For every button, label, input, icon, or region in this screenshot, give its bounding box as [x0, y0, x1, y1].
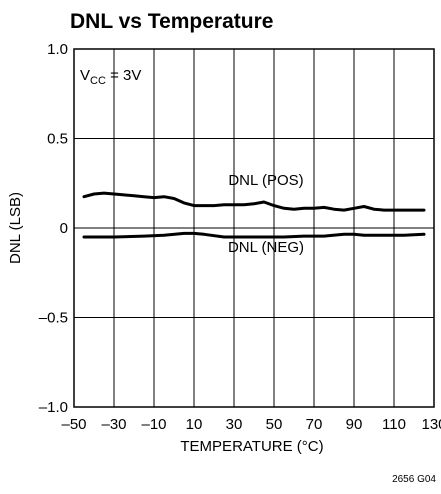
x-tick-label: 10	[186, 416, 203, 433]
x-tick-label: 90	[346, 416, 363, 433]
y-tick-label: –0.5	[39, 310, 68, 327]
x-tick-label: –10	[141, 416, 166, 433]
y-axis-label: DNL (LSB)	[7, 192, 24, 264]
x-tick-label: 130	[421, 416, 441, 433]
y-tick-label: –1.0	[39, 399, 68, 416]
x-tick-label: 70	[306, 416, 323, 433]
annotations: DNL (POS) DNL (NEG)	[228, 172, 304, 256]
series-line-dnl-pos	[82, 191, 426, 212]
series-label: DNL (NEG)	[228, 239, 304, 256]
tick-labels: –50 –30 –10 10 30 50 70 90 110 130 –1.0 –0.5 0 0.5 1.0	[39, 41, 441, 433]
series-line-dnl-neg	[82, 231, 426, 239]
x-tick-label: 30	[226, 416, 243, 433]
x-tick-label: –50	[61, 416, 86, 433]
condition-label: VCC = 3V	[80, 67, 141, 87]
plot-frame	[73, 48, 435, 408]
series-layer	[82, 191, 426, 239]
condition-sub: CC	[90, 75, 106, 87]
x-axis-label: TEMPERATURE (°C)	[180, 438, 323, 455]
grid-lines	[74, 49, 434, 407]
y-tick-label: 0.5	[47, 131, 68, 148]
x-tick-label: –30	[101, 416, 126, 433]
x-tick-label: 110	[382, 416, 406, 433]
condition-rest: = 3V	[106, 67, 141, 84]
y-tick-label: 0	[60, 220, 68, 237]
y-tick-label: 1.0	[47, 41, 68, 58]
chart-title: DNL vs Temperature	[70, 10, 273, 33]
figure-id: 2656 G04	[392, 474, 436, 485]
x-tick-label: 50	[266, 416, 283, 433]
series-label: DNL (POS)	[228, 172, 303, 189]
condition-main: V	[80, 67, 90, 84]
